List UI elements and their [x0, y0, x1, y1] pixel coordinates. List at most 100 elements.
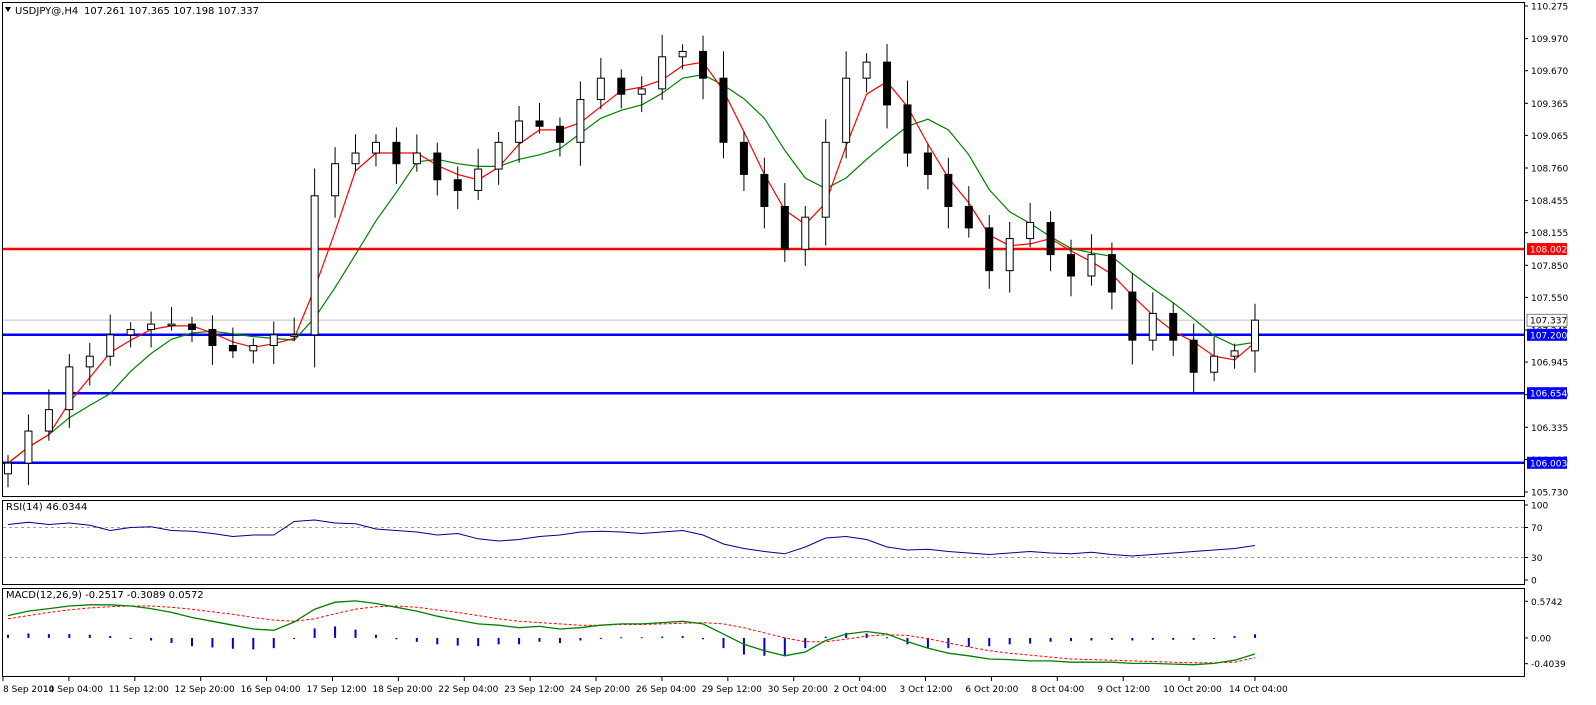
macd-histogram-bar: [579, 637, 582, 641]
candle-body: [985, 227, 994, 272]
candle-body: [1107, 254, 1116, 293]
macd-histogram-bar: [967, 637, 970, 647]
candle-body: [290, 334, 299, 337]
y-tick-label: 106.945: [1531, 359, 1568, 369]
candle-body: [923, 152, 932, 175]
macd-histogram-bar: [558, 637, 561, 644]
macd-tick-label: 0.00: [1531, 634, 1551, 644]
macd-histogram-bar: [1008, 637, 1011, 645]
macd-histogram-bar: [47, 634, 50, 638]
macd-histogram-bar: [497, 637, 500, 645]
candle-body: [453, 179, 462, 191]
candle-body: [433, 152, 442, 181]
y-tick-label: 110.275: [1531, 3, 1568, 13]
candle-body: [167, 323, 176, 327]
macd-histogram-bar: [702, 637, 705, 640]
candle-body: [739, 141, 748, 175]
x-tick-label: 17 Sep 12:00: [306, 685, 366, 695]
candle-body: [1005, 238, 1014, 272]
candle-body: [4, 462, 12, 475]
rsi-indicator: 100 70 30 0: [3, 502, 1548, 587]
level-tag: [1527, 328, 1567, 341]
candle-body: [555, 125, 564, 143]
x-tick-label: 29 Sep 12:00: [702, 685, 762, 695]
candle-body: [903, 104, 912, 154]
candle-body: [44, 409, 53, 432]
macd-histogram-bar: [1110, 637, 1113, 640]
symbol-label: USDJPY@,H4: [15, 6, 78, 17]
x-tick-label: 10 Oct 20:00: [1163, 685, 1222, 695]
y-tick-label: 108.455: [1531, 197, 1568, 207]
macd-histogram-bar: [1151, 637, 1154, 640]
candle-body: [535, 120, 544, 127]
rsi-tick-label: 0: [1531, 577, 1537, 587]
ohlc-label: 107.261 107.365 107.198 107.337: [84, 6, 259, 17]
x-tick-label: 22 Sep 04:00: [438, 685, 498, 695]
candle-body: [269, 334, 278, 347]
macd-histogram-bar: [599, 637, 602, 639]
y-tick-label: 105.730: [1531, 489, 1568, 499]
rsi-tick-label: 30: [1531, 554, 1543, 564]
macd-histogram-bar: [170, 637, 173, 644]
x-tick-label: 9 Oct 12:00: [1097, 685, 1150, 695]
level-label: 107.200: [1530, 331, 1567, 341]
x-tick-label: 12 Sep 20:00: [175, 685, 235, 695]
rsi-label: RSI(14) 46.0344: [6, 502, 87, 513]
candle-body: [515, 120, 524, 143]
x-tick-label: 18 Sep 20:00: [372, 685, 432, 695]
candle-body: [392, 141, 401, 165]
y-tick-label: 107.850: [1531, 262, 1568, 272]
candle-body: [249, 345, 258, 352]
candle-body: [862, 61, 871, 79]
macd-histogram-bar: [1213, 637, 1216, 639]
macd-histogram-bar: [68, 634, 71, 638]
candle-body: [208, 328, 217, 347]
macd-histogram-bar: [1172, 637, 1175, 640]
candle-body: [1210, 355, 1219, 373]
level-tag: [1527, 243, 1567, 256]
macd-histogram-bar: [456, 637, 459, 646]
macd-histogram-bar: [211, 637, 214, 648]
macd-histogram-bar: [88, 634, 91, 638]
x-tick-label: 24 Sep 20:00: [570, 685, 630, 695]
horizontal-levels[interactable]: 108.002 107.200 106.654 106.003: [3, 243, 1567, 469]
candle-body: [331, 163, 340, 197]
macd-histogram-bar: [681, 636, 684, 638]
x-tick-label: 11 Sep 12:00: [109, 685, 169, 695]
y-tick-label: 109.065: [1531, 132, 1568, 142]
macd-histogram-bar: [436, 637, 439, 645]
candle-body: [1128, 291, 1137, 341]
macd-histogram-bar: [518, 637, 521, 645]
candle-body: [228, 345, 237, 352]
macd-histogram-bar: [926, 637, 929, 648]
macd-label: MACD(12,26,9) -0.2517 -0.3089 0.0572: [6, 590, 204, 601]
macd-histogram-bar: [1029, 637, 1032, 644]
macd-histogram-bar: [1070, 637, 1073, 642]
candle-body: [883, 61, 892, 106]
macd-histogram-bar: [1254, 634, 1256, 638]
candle-body: [65, 366, 74, 411]
y-tick-label: 107.550: [1531, 294, 1568, 304]
x-tick-label: 23 Sep 12:00: [504, 685, 564, 695]
macd-histogram-bar: [886, 637, 889, 639]
macd-histogram-bar: [7, 634, 9, 638]
macd-histogram-bar: [538, 637, 541, 642]
candle-body: [1046, 222, 1055, 256]
candle-body: [147, 323, 156, 330]
macd-histogram-bar: [190, 637, 193, 647]
x-tick-label: 8 Sep 2014: [3, 685, 55, 695]
x-tick-label: 10 Sep 04:00: [43, 685, 103, 695]
candle-body: [24, 430, 33, 464]
macd-histogram-bar: [824, 636, 827, 638]
candle-body: [310, 195, 319, 336]
level-label: 108.002: [1530, 246, 1567, 256]
candle-body: [596, 77, 605, 101]
dropdown-triangle-icon[interactable]: [5, 7, 11, 12]
candle-body: [1251, 319, 1259, 352]
y-tick-label: 109.365: [1531, 100, 1568, 110]
macd-histogram-bar: [109, 636, 112, 638]
candle-body: [371, 141, 380, 154]
macd-histogram-bar: [231, 637, 234, 649]
macd-histogram-bar: [415, 637, 418, 642]
